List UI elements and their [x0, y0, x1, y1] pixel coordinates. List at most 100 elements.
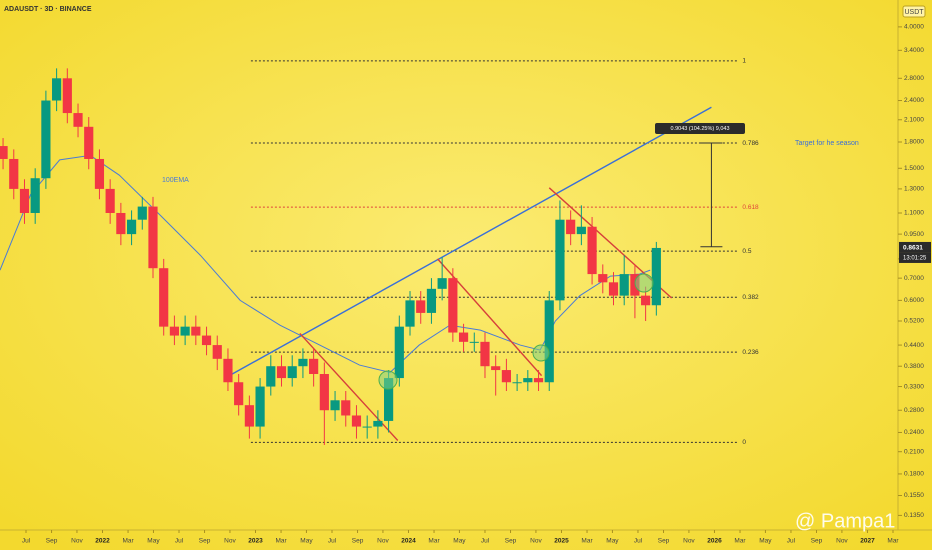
x-tick-label: 2026 [707, 538, 722, 545]
chart-title: ADAUSDT · 3D · BINANCE [4, 6, 92, 13]
candle-body [234, 382, 244, 406]
x-tick-label: Mar [428, 538, 440, 545]
candle-body [244, 405, 254, 427]
candle-body [362, 426, 372, 428]
currency-box [902, 5, 926, 18]
x-tick-label: 2022 [95, 538, 110, 545]
x-tick-label: Sep [199, 538, 211, 545]
x-tick-label: Mar [734, 538, 746, 545]
candle-body [394, 326, 404, 379]
x-tick-label: Jul [22, 538, 31, 545]
candle-body [9, 158, 19, 189]
candle-body [544, 300, 554, 383]
x-tick-label: Mar [275, 538, 287, 545]
candle-body [309, 358, 319, 375]
candle-body [341, 400, 351, 416]
x-tick-label: Nov [530, 538, 542, 545]
highlight-circle [378, 370, 398, 390]
currency-label: USDT [904, 9, 924, 16]
candle-body [105, 188, 115, 213]
candle-body [598, 274, 608, 283]
x-tick-label: Mar [887, 538, 899, 545]
candle-body [52, 78, 62, 101]
candle-body [137, 206, 147, 220]
x-tick-label: Sep [46, 538, 58, 545]
y-tick-label: 0.9500 [904, 231, 924, 238]
y-tick-label: 3.4000 [904, 47, 924, 54]
candle-body [587, 226, 597, 275]
candle-body [126, 219, 137, 235]
candle-body [416, 300, 426, 313]
candle-body [384, 378, 394, 421]
x-tick-label: Sep [658, 538, 670, 545]
y-tick-label: 0.4400 [904, 342, 924, 349]
y-tick-label: 0.7000 [904, 275, 924, 282]
candle-body [426, 288, 437, 313]
candle-body [276, 366, 287, 379]
candle-body [298, 358, 308, 367]
y-tick-label: 0.3800 [904, 363, 924, 370]
trendline [226, 106, 712, 378]
x-tick-label: Nov [836, 538, 848, 545]
x-tick-label: May [759, 538, 772, 545]
x-tick-label: May [147, 538, 160, 545]
candle-body [491, 366, 501, 371]
x-tick-label: 2025 [554, 538, 569, 545]
y-tick-label: 0.5200 [904, 318, 924, 325]
candle-body [405, 300, 415, 327]
countdown: 13:01:25 [903, 256, 927, 262]
y-tick-label: 0.1800 [904, 471, 924, 478]
candle-body [30, 178, 40, 213]
y-tick-label: 0.1350 [904, 512, 924, 519]
y-tick-label: 1.5000 [904, 165, 924, 172]
x-tick-label: Nov [224, 538, 236, 545]
y-tick-label: 0.3300 [904, 383, 924, 390]
y-tick-label: 0.6000 [904, 297, 924, 304]
candle-body [651, 247, 661, 306]
measure-label: 0.9043 (104.25%) 9,043 [670, 126, 729, 132]
candle-body [641, 295, 651, 306]
candle-body [116, 212, 126, 235]
y-tick-label: 2.4000 [904, 97, 924, 104]
y-tick-label: 4.0000 [904, 24, 924, 31]
candle-body [180, 326, 190, 336]
candle-body [41, 100, 51, 179]
y-tick-label: 0.1550 [904, 492, 924, 499]
candle-body [576, 226, 586, 235]
candle-body [169, 326, 179, 336]
candle-body [330, 400, 340, 411]
y-tick-label: 2.1000 [904, 116, 924, 123]
x-tick-label: Jul [634, 538, 643, 545]
fib-label: 0.382 [742, 294, 759, 301]
x-tick-label: May [300, 538, 313, 545]
candle-body [437, 278, 447, 289]
x-tick-label: 2027 [860, 538, 875, 545]
fib-label: 0.236 [742, 349, 759, 356]
fib-label: 0.618 [742, 204, 759, 211]
candle-body [501, 370, 511, 383]
x-tick-label: Mar [581, 538, 593, 545]
fib-label: 1 [742, 58, 746, 65]
fib-label: 0.786 [742, 140, 759, 147]
candle-body [0, 146, 8, 159]
x-tick-label: Nov [71, 538, 83, 545]
candle-body [480, 341, 490, 367]
ema-label: 100EMA [162, 177, 189, 184]
candle-body [94, 158, 105, 189]
x-tick-label: Sep [505, 538, 517, 545]
candle-body [608, 282, 619, 296]
price-label: 0.8631 [903, 245, 923, 252]
y-tick-label: 1.3000 [904, 186, 924, 193]
candle-body [159, 268, 169, 327]
candle-body [351, 415, 362, 427]
x-tick-label: May [606, 538, 619, 545]
fib-label: 0.5 [742, 248, 751, 255]
ema-line [0, 154, 651, 373]
candle-body [287, 366, 297, 379]
y-tick-label: 0.2800 [904, 407, 924, 414]
countdown-box [899, 252, 931, 263]
candle-body [469, 341, 479, 343]
candle-body [191, 326, 201, 336]
